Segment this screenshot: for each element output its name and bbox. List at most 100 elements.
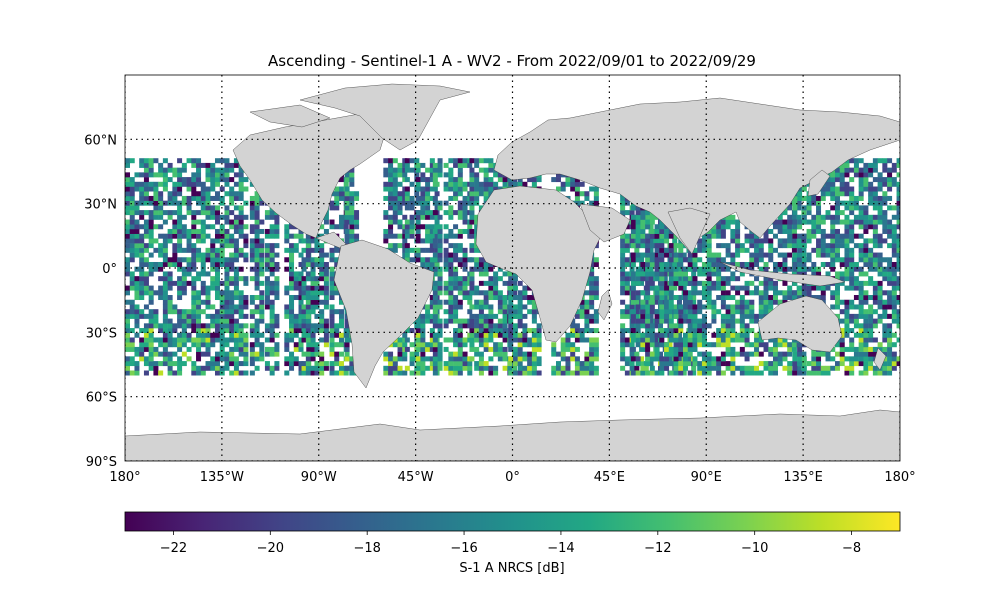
nrcs-cell — [654, 346, 660, 352]
nrcs-cell — [720, 276, 726, 282]
nrcs-cell — [763, 252, 769, 258]
nrcs-cell — [219, 290, 225, 296]
nrcs-cell — [706, 233, 712, 239]
nrcs-cell — [148, 285, 154, 291]
nrcs-cell — [673, 356, 679, 362]
nrcs-cell — [172, 342, 178, 348]
nrcs-cell — [200, 257, 206, 263]
nrcs-cell — [254, 351, 260, 357]
nrcs-cell — [787, 342, 793, 348]
nrcs-cell — [527, 177, 533, 183]
nrcs-cell — [219, 351, 225, 357]
nrcs-cell — [191, 266, 197, 272]
nrcs-cell — [782, 295, 788, 301]
nrcs-cell — [301, 361, 307, 367]
nrcs-cell — [735, 351, 741, 357]
nrcs-cell — [593, 261, 599, 267]
nrcs-cell — [196, 181, 202, 187]
nrcs-cell — [667, 252, 673, 258]
nrcs-cell — [264, 304, 270, 310]
nrcs-cell — [630, 370, 636, 376]
nrcs-cell — [560, 181, 566, 187]
nrcs-cell — [167, 214, 173, 220]
nrcs-cell — [249, 299, 255, 305]
nrcs-cell — [404, 328, 410, 334]
nrcs-cell — [162, 323, 168, 329]
nrcs-cell — [338, 186, 344, 192]
nrcs-cell — [388, 214, 394, 220]
nrcs-cell — [181, 328, 187, 334]
nrcs-cell — [219, 233, 225, 239]
nrcs-cell — [654, 351, 660, 357]
nrcs-cell — [238, 309, 244, 315]
nrcs-cell — [196, 238, 202, 244]
nrcs-cell — [229, 191, 235, 197]
nrcs-cell — [649, 243, 655, 249]
nrcs-cell — [443, 210, 449, 216]
nrcs-cell — [125, 309, 130, 315]
nrcs-cell — [478, 181, 484, 187]
nrcs-cell — [293, 276, 299, 282]
nrcs-cell — [659, 365, 665, 371]
nrcs-cell — [233, 304, 239, 310]
nrcs-cell — [683, 332, 688, 338]
nrcs-cell — [167, 299, 173, 305]
nrcs-cell — [172, 337, 178, 343]
nrcs-cell — [432, 257, 438, 263]
nrcs-cell — [725, 365, 731, 371]
nrcs-cell — [153, 318, 159, 324]
nrcs-cell — [640, 304, 646, 310]
nrcs-cell — [462, 186, 468, 192]
nrcs-cell — [630, 318, 636, 324]
nrcs-cell — [453, 299, 459, 305]
nrcs-cell — [453, 252, 459, 258]
nrcs-cell — [219, 228, 225, 234]
nrcs-cell — [796, 238, 802, 244]
nrcs-cell — [653, 337, 659, 343]
nrcs-cell — [668, 276, 674, 282]
nrcs-cell — [238, 299, 244, 305]
nrcs-cell — [289, 318, 295, 324]
nrcs-cell — [697, 323, 703, 329]
nrcs-cell — [720, 351, 726, 357]
nrcs-cell — [432, 271, 438, 277]
nrcs-cell — [508, 337, 514, 343]
nrcs-cell — [462, 323, 468, 329]
nrcs-cell — [181, 233, 187, 239]
nrcs-cell — [437, 238, 443, 244]
nrcs-cell — [488, 266, 494, 272]
nrcs-cell — [148, 167, 154, 173]
nrcs-cell — [522, 295, 528, 301]
nrcs-cell — [310, 271, 316, 277]
nrcs-cell — [725, 318, 731, 324]
nrcs-cell — [162, 337, 168, 343]
nrcs-cell — [758, 351, 764, 357]
nrcs-cell — [512, 181, 518, 187]
nrcs-cell — [692, 361, 698, 367]
nrcs-cell — [620, 233, 626, 239]
nrcs-cell — [259, 261, 265, 267]
nrcs-cell — [329, 266, 335, 272]
nrcs-cell — [758, 313, 764, 319]
nrcs-cell — [645, 266, 651, 272]
nrcs-cell — [158, 210, 164, 216]
nrcs-cell — [338, 214, 344, 220]
nrcs-cell — [579, 328, 585, 334]
nrcs-cell — [763, 261, 769, 267]
nrcs-cell — [432, 280, 438, 286]
nrcs-cell — [415, 228, 421, 234]
nrcs-cell — [259, 299, 265, 305]
nrcs-cell — [420, 370, 426, 376]
nrcs-cell — [186, 323, 192, 329]
nrcs-cell — [758, 342, 764, 348]
nrcs-cell — [284, 247, 290, 253]
nrcs-cell — [697, 247, 703, 253]
nrcs-cell — [329, 309, 335, 315]
nrcs-cell — [474, 172, 480, 178]
nrcs-cell — [570, 351, 576, 357]
nrcs-cell — [649, 261, 655, 267]
nrcs-cell — [493, 342, 499, 348]
nrcs-cell — [249, 295, 255, 301]
nrcs-cell — [329, 276, 335, 282]
nrcs-cell — [425, 247, 431, 253]
